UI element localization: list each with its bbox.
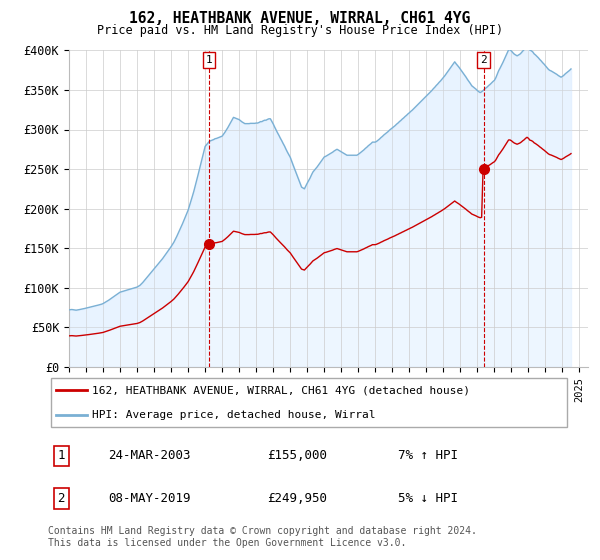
- Text: Contains HM Land Registry data © Crown copyright and database right 2024.
This d: Contains HM Land Registry data © Crown c…: [48, 526, 477, 548]
- Text: 1: 1: [58, 449, 65, 463]
- Text: £155,000: £155,000: [267, 449, 327, 463]
- Text: 162, HEATHBANK AVENUE, WIRRAL, CH61 4YG (detached house): 162, HEATHBANK AVENUE, WIRRAL, CH61 4YG …: [92, 385, 470, 395]
- Text: 2: 2: [480, 55, 487, 65]
- Text: 5% ↓ HPI: 5% ↓ HPI: [398, 492, 458, 505]
- Text: 24-MAR-2003: 24-MAR-2003: [108, 449, 191, 463]
- Text: 7% ↑ HPI: 7% ↑ HPI: [398, 449, 458, 463]
- Text: HPI: Average price, detached house, Wirral: HPI: Average price, detached house, Wirr…: [92, 410, 376, 421]
- Text: 1: 1: [205, 55, 212, 65]
- Text: Price paid vs. HM Land Registry's House Price Index (HPI): Price paid vs. HM Land Registry's House …: [97, 24, 503, 36]
- Text: 162, HEATHBANK AVENUE, WIRRAL, CH61 4YG: 162, HEATHBANK AVENUE, WIRRAL, CH61 4YG: [130, 11, 470, 26]
- FancyBboxPatch shape: [50, 378, 568, 427]
- Text: £249,950: £249,950: [267, 492, 327, 505]
- Text: 08-MAY-2019: 08-MAY-2019: [108, 492, 191, 505]
- Text: 2: 2: [58, 492, 65, 505]
